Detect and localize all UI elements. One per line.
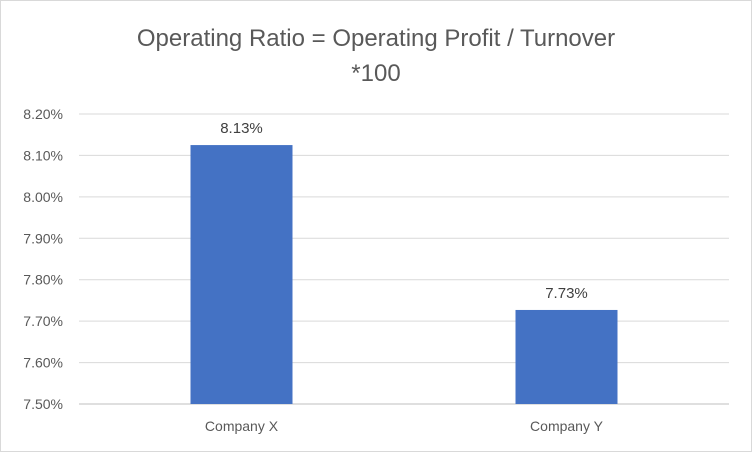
y-tick-label: 7.60% — [23, 355, 63, 371]
category-label: Company X — [205, 418, 279, 434]
category-labels: Company X Company Y — [205, 418, 604, 434]
y-tick-label: 7.50% — [23, 396, 63, 412]
data-labels: 8.13% 7.73% — [220, 120, 588, 302]
data-label: 8.13% — [220, 120, 263, 137]
y-tick-label: 8.20% — [23, 106, 63, 122]
bar — [515, 309, 618, 404]
category-label: Company Y — [530, 418, 604, 434]
y-tick-label: 8.10% — [23, 147, 63, 163]
y-tick-label: 7.70% — [23, 313, 63, 329]
chart-title-line1: Operating Ratio = Operating Profit / Tur… — [137, 25, 615, 52]
y-tick-label: 8.00% — [23, 189, 63, 205]
y-axis-ticks: 7.50% 7.60% 7.70% 7.80% 7.90% 8.00% 8.10% 8.20% — [23, 106, 63, 412]
data-label: 7.73% — [545, 285, 588, 302]
bars — [190, 145, 618, 405]
bar — [190, 145, 293, 405]
y-tick-label: 7.90% — [23, 230, 63, 246]
gridlines — [79, 113, 729, 405]
y-tick-label: 7.80% — [23, 272, 63, 288]
chart-title-line2: *100 — [351, 60, 400, 87]
